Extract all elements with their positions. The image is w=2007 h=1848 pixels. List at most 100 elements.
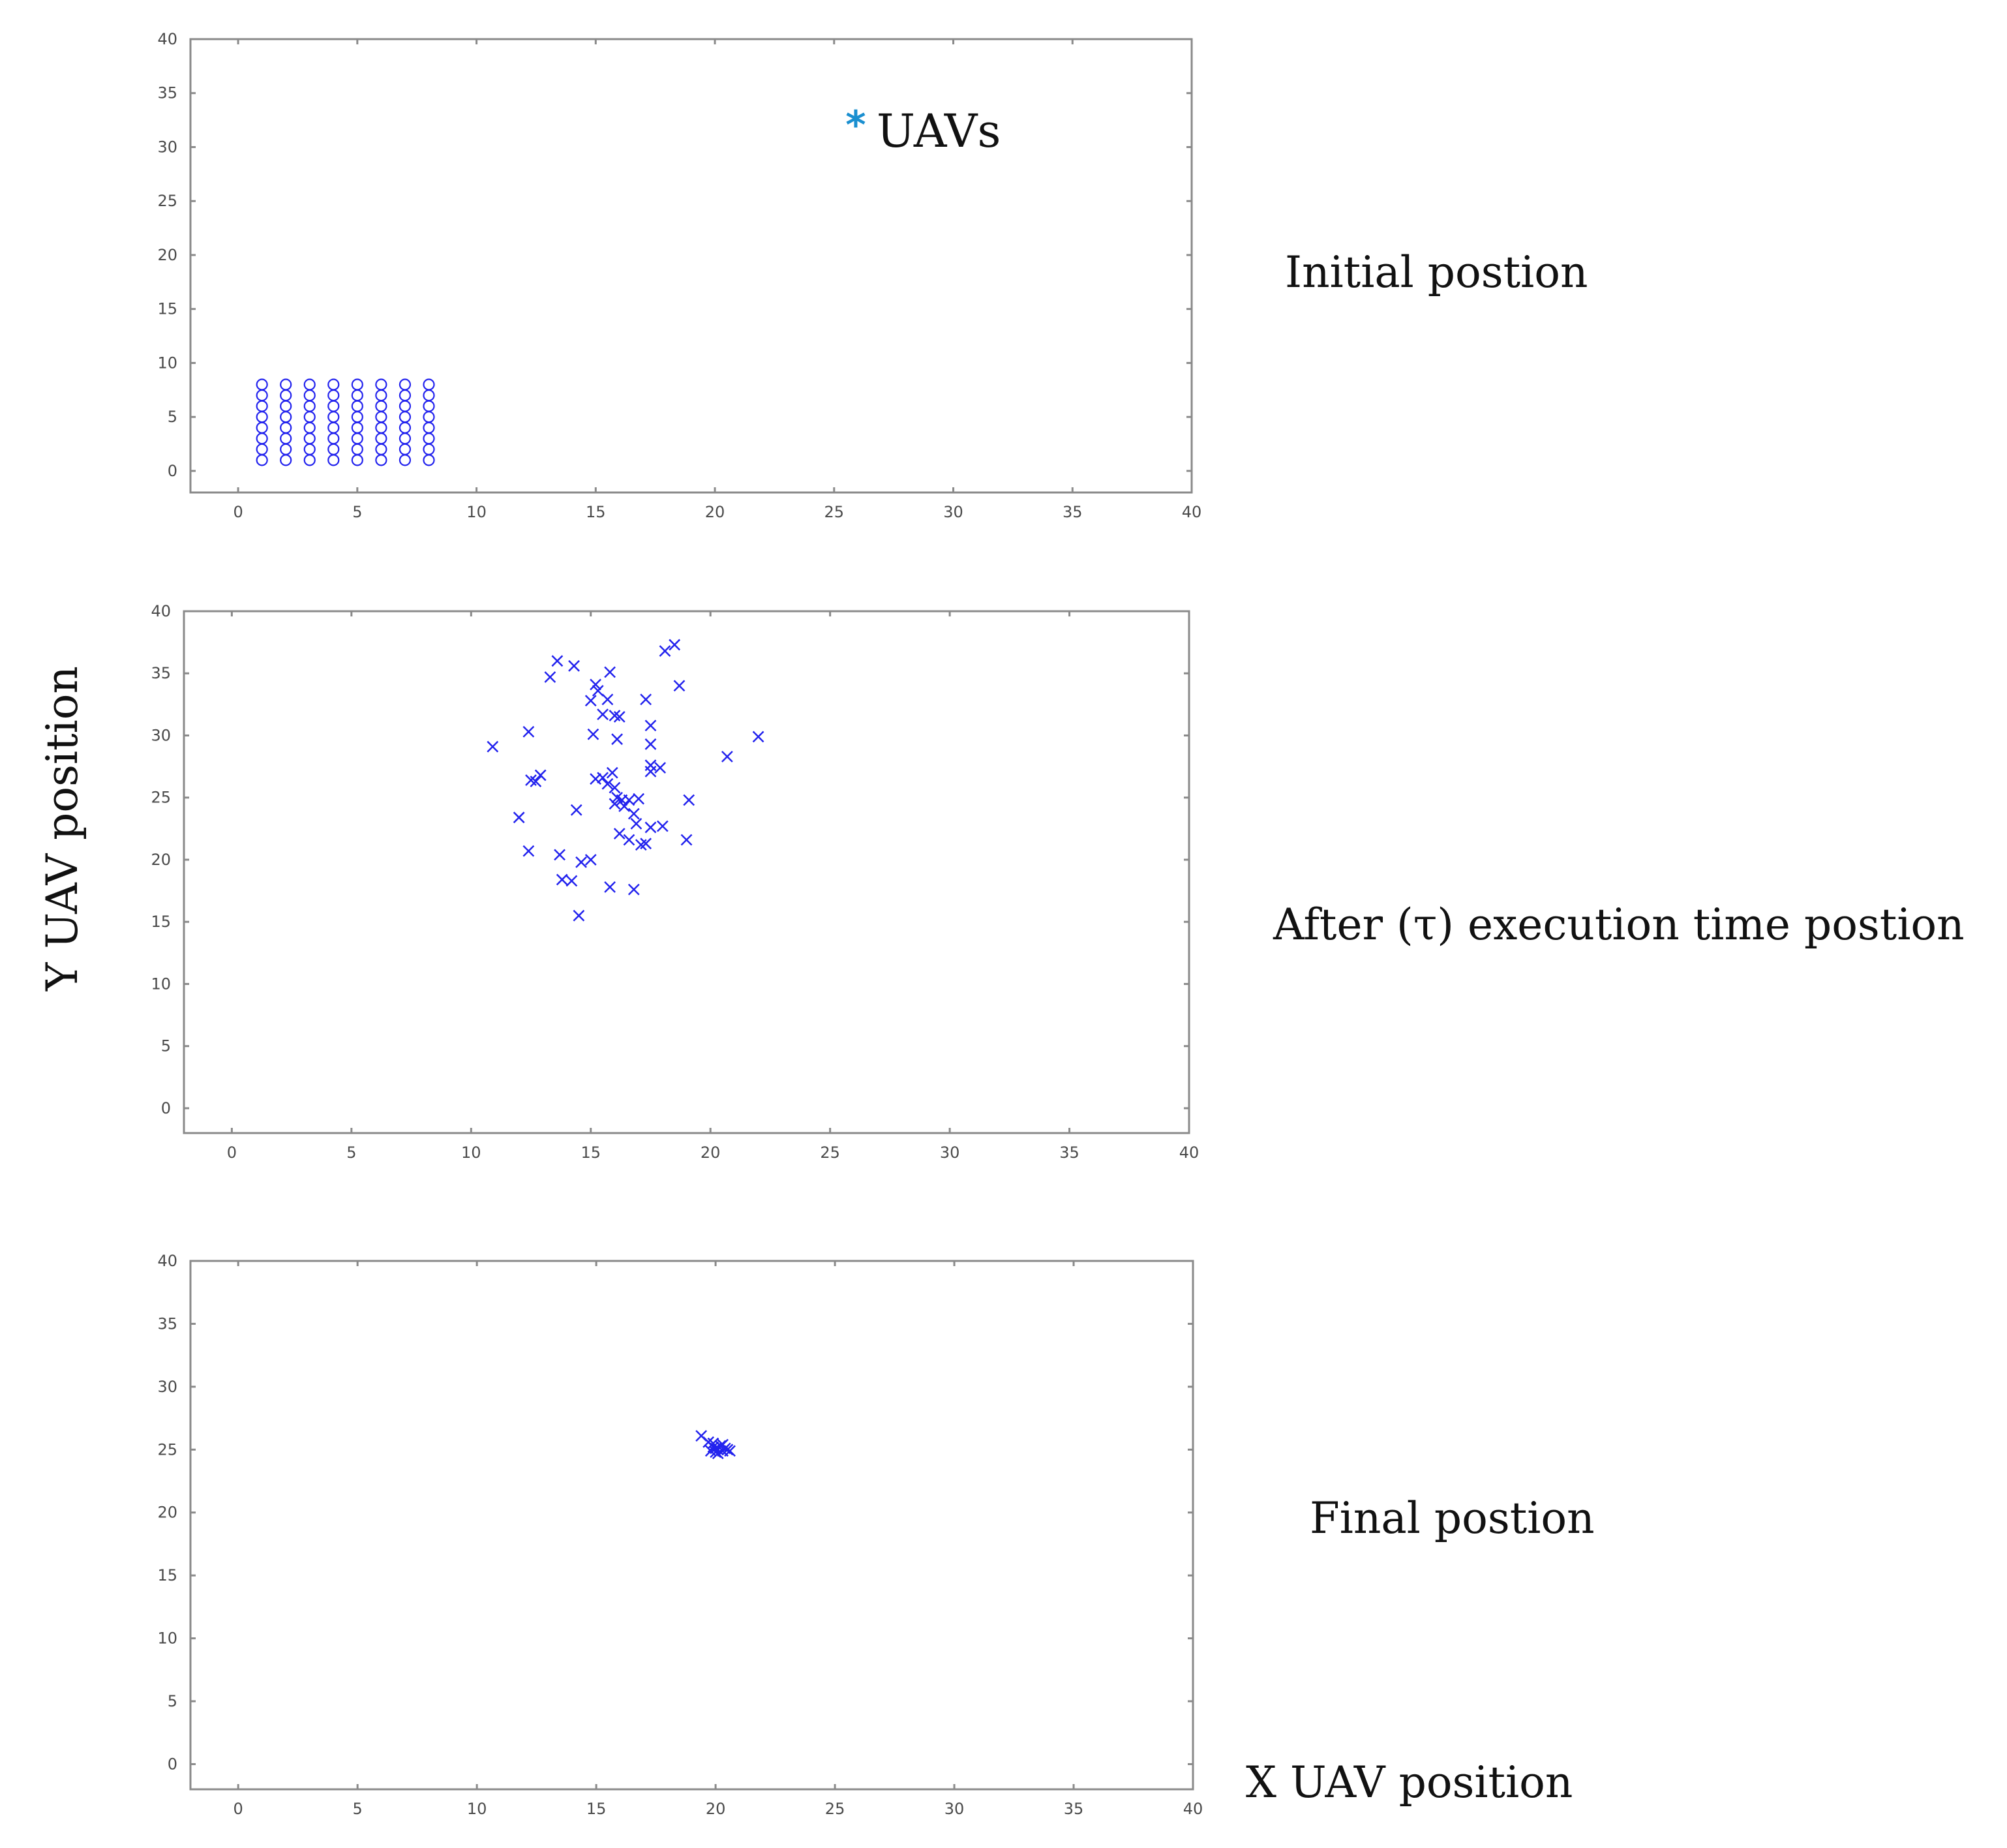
data-point-stroke [609, 798, 621, 810]
data-point [613, 711, 626, 723]
data-point-stroke [573, 909, 585, 922]
data-point [623, 794, 635, 806]
data-point [618, 800, 630, 812]
data-point-stroke [584, 854, 597, 866]
data-point-stroke [525, 774, 537, 786]
data-point-stroke [717, 1438, 729, 1451]
data-point [752, 731, 764, 743]
x-tick-label: 5 [346, 1144, 356, 1162]
data-point [375, 378, 387, 391]
data-point-stroke [597, 772, 609, 784]
plot-1-points [256, 378, 435, 466]
x-tick-label: 40 [1183, 1800, 1203, 1818]
data-point-stroke [640, 693, 652, 706]
data-point [630, 817, 642, 830]
data-point-stroke [659, 645, 671, 657]
data-point [640, 838, 652, 850]
data-point-stroke [623, 794, 635, 806]
y-tick-label: 10 [157, 1629, 177, 1648]
data-point [669, 639, 681, 651]
data-point [611, 733, 623, 746]
plot-3: 0 5 10 15 20 25 30 35 40 0 5 10 15 20 25 30 35 40 [157, 1252, 1203, 1818]
data-point [590, 773, 601, 785]
plot-1: 0 5 10 15 20 25 30 35 40 0 5 10 15 20 25 30 35 40 [157, 30, 1201, 521]
x-tick-label: 20 [706, 1800, 726, 1818]
x-tick-label: 15 [581, 1144, 601, 1162]
y-tick-label: 20 [157, 246, 177, 264]
data-point [627, 808, 640, 820]
data-point [592, 685, 604, 697]
data-point-stroke [695, 1430, 708, 1442]
data-point [601, 693, 614, 706]
y-tick-label: 35 [157, 1314, 177, 1333]
data-point [280, 378, 292, 391]
data-point-stroke [487, 740, 499, 753]
data-point-stroke [644, 738, 657, 750]
data-point [573, 909, 585, 922]
data-point [423, 378, 435, 391]
data-point [590, 678, 601, 691]
data-point [554, 849, 566, 861]
data-point-stroke [604, 881, 616, 893]
legend: * UAVs [845, 102, 1001, 158]
x-tick-label: 20 [701, 1144, 721, 1162]
data-point-stroke [712, 1447, 724, 1459]
y-tick-label: 25 [157, 1440, 177, 1459]
x-tick-label: 5 [353, 1800, 363, 1818]
data-point-stroke [710, 1442, 721, 1455]
data-point [627, 883, 640, 896]
y-tick-label: 40 [151, 602, 171, 620]
data-point [587, 728, 599, 740]
data-point [303, 378, 316, 391]
x-tick-label: 20 [705, 503, 725, 521]
y-tick-label: 20 [151, 851, 171, 869]
data-point [566, 875, 578, 887]
data-point-stroke [627, 808, 640, 820]
caption-initial-position: Initial postion [1285, 247, 1588, 297]
data-point [568, 659, 580, 672]
x-tick-label: 0 [227, 1144, 237, 1162]
data-point-stroke [590, 773, 601, 785]
y-tick-label: 30 [157, 138, 177, 156]
data-point [673, 680, 686, 692]
y-tick-label: 10 [157, 354, 177, 372]
data-point [584, 854, 597, 866]
data-point-stroke [592, 685, 604, 697]
data-point [570, 804, 582, 816]
x-tick-label: 30 [943, 503, 963, 521]
y-tick-label: 5 [168, 408, 177, 426]
data-point [327, 378, 340, 391]
x-tick-label: 0 [234, 1800, 243, 1818]
y-tick-label: 5 [161, 1037, 171, 1055]
data-point-stroke [551, 655, 564, 667]
data-point-stroke [654, 762, 667, 774]
data-point [522, 845, 535, 857]
data-point-stroke [597, 708, 609, 720]
data-point [640, 693, 652, 706]
data-point-stroke [611, 791, 623, 804]
data-point [654, 762, 667, 774]
data-point [656, 820, 669, 832]
y-tick-label: 15 [157, 300, 177, 318]
data-point [601, 778, 614, 790]
data-point-stroke [522, 725, 535, 738]
data-point-stroke [618, 800, 630, 812]
y-tick-label: 0 [168, 1755, 177, 1773]
data-point [522, 725, 535, 738]
data-point-stroke [601, 693, 614, 706]
x-tick-label: 40 [1182, 503, 1202, 521]
y-tick-label: 40 [157, 30, 177, 48]
x-tick-label: 35 [1059, 1144, 1079, 1162]
data-point-stroke [613, 828, 626, 840]
data-point-stroke [587, 728, 599, 740]
data-point-stroke [644, 720, 657, 732]
data-point [644, 738, 657, 750]
data-point [351, 378, 363, 391]
x-tick-label: 15 [586, 503, 606, 521]
data-point-stroke [566, 875, 578, 887]
x-tick-label: 35 [1063, 503, 1083, 521]
data-point-stroke [534, 769, 547, 781]
data-point-stroke [707, 1437, 719, 1449]
plot-2-points [487, 639, 764, 922]
y-tick-label: 25 [157, 192, 177, 210]
